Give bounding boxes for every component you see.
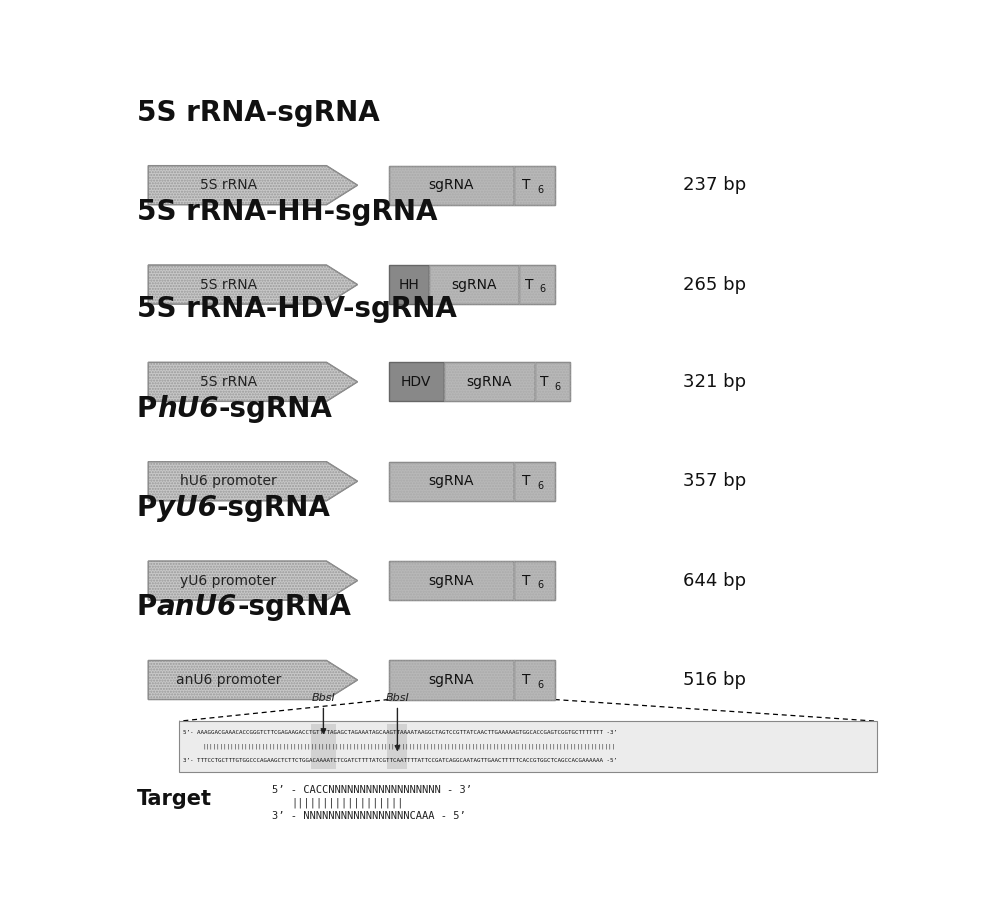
Text: T: T bbox=[525, 278, 533, 291]
Text: HH: HH bbox=[398, 278, 419, 291]
Text: 6: 6 bbox=[537, 481, 543, 491]
Text: 3’- TTTCCTGCTTTGTGGCCCAGAAGCTCTTCTGGACAAAATCTCGATCTTTTATCGTTCAATTTTATTCCGATCAGGC: 3’- TTTCCTGCTTTGTGGCCCAGAAGCTCTTCTGGACAA… bbox=[183, 758, 617, 763]
Text: sgRNA: sgRNA bbox=[466, 375, 512, 389]
Text: 237 bp: 237 bp bbox=[683, 176, 746, 195]
Bar bbox=[519, 265, 555, 304]
Bar bbox=[388, 561, 514, 600]
Text: ||||||||||||||||||: |||||||||||||||||| bbox=[292, 798, 404, 809]
Bar bbox=[388, 362, 444, 401]
Text: ||||||||||||||||||||||||||||||||||||||||||||||||||||||||||||||||||||||||||||||||: ||||||||||||||||||||||||||||||||||||||||… bbox=[202, 744, 616, 750]
Text: P: P bbox=[137, 494, 157, 522]
Text: -sgRNA: -sgRNA bbox=[237, 594, 351, 621]
Bar bbox=[429, 265, 519, 304]
Bar bbox=[388, 166, 514, 205]
Text: 5S rRNA-sgRNA: 5S rRNA-sgRNA bbox=[137, 99, 379, 126]
Bar bbox=[311, 724, 336, 770]
Text: 5S rRNA-HDV-sgRNA: 5S rRNA-HDV-sgRNA bbox=[137, 295, 456, 324]
Bar bbox=[535, 362, 570, 401]
Bar bbox=[535, 362, 570, 401]
Text: T: T bbox=[522, 178, 531, 192]
Text: 6: 6 bbox=[539, 284, 546, 294]
Bar bbox=[514, 561, 555, 600]
Bar bbox=[444, 362, 535, 401]
Text: BbsI: BbsI bbox=[312, 692, 335, 703]
Text: anU6 promoter: anU6 promoter bbox=[176, 673, 281, 687]
Text: 357 bp: 357 bp bbox=[683, 472, 746, 491]
Bar bbox=[388, 660, 514, 700]
Bar bbox=[179, 721, 877, 773]
Bar bbox=[514, 166, 555, 205]
Text: BbsI: BbsI bbox=[386, 692, 409, 703]
Bar bbox=[514, 660, 555, 700]
Text: sgRNA: sgRNA bbox=[429, 474, 474, 489]
Bar bbox=[429, 265, 519, 304]
Bar bbox=[388, 166, 514, 205]
Text: 265 bp: 265 bp bbox=[683, 276, 746, 293]
Text: T: T bbox=[522, 474, 531, 489]
Text: anU6: anU6 bbox=[157, 594, 237, 621]
Text: 321 bp: 321 bp bbox=[683, 372, 746, 391]
Text: 6: 6 bbox=[537, 680, 543, 690]
Bar bbox=[388, 462, 514, 501]
Text: 3’ - NNNNNNNNNNNNNNNNNCAAA - 5’: 3’ - NNNNNNNNNNNNNNNNNCAAA - 5’ bbox=[272, 810, 466, 821]
Text: HDV: HDV bbox=[401, 375, 431, 389]
Text: P: P bbox=[137, 594, 157, 621]
Text: T: T bbox=[540, 375, 548, 389]
Bar bbox=[388, 265, 429, 304]
Text: Target: Target bbox=[137, 789, 212, 810]
Text: 5’ - CACCNNNNNNNNNNNNNNNNNN - 3’: 5’ - CACCNNNNNNNNNNNNNNNNNN - 3’ bbox=[272, 786, 472, 795]
Bar bbox=[514, 166, 555, 205]
Bar bbox=[444, 362, 535, 401]
Bar bbox=[519, 265, 555, 304]
Bar bbox=[388, 660, 514, 700]
Text: yU6: yU6 bbox=[157, 494, 217, 522]
Text: sgRNA: sgRNA bbox=[451, 278, 497, 291]
Polygon shape bbox=[148, 462, 358, 501]
Text: T: T bbox=[522, 673, 531, 687]
Bar bbox=[514, 462, 555, 501]
Bar bbox=[388, 561, 514, 600]
Text: sgRNA: sgRNA bbox=[429, 573, 474, 587]
Text: 6: 6 bbox=[537, 185, 543, 195]
Text: 6: 6 bbox=[537, 580, 543, 590]
Text: 5S rRNA: 5S rRNA bbox=[200, 375, 257, 389]
Polygon shape bbox=[148, 166, 358, 205]
Text: 5S rRNA: 5S rRNA bbox=[200, 178, 257, 192]
Bar bbox=[387, 724, 407, 770]
Text: -sgRNA: -sgRNA bbox=[217, 494, 331, 522]
Text: hU6: hU6 bbox=[157, 395, 218, 422]
Text: 516 bp: 516 bp bbox=[683, 671, 746, 689]
Polygon shape bbox=[148, 362, 358, 401]
Text: 5’- AAAGGACGAAACACCGGGTCTTCGAGAAGACCTGTTTTAGAGCTAGAAATAGCAAGTTAAAATAAGGCTAGTCCGT: 5’- AAAGGACGAAACACCGGGTCTTCGAGAAGACCTGTT… bbox=[183, 730, 617, 736]
Text: 6: 6 bbox=[555, 382, 561, 392]
Polygon shape bbox=[148, 561, 358, 600]
Bar bbox=[514, 561, 555, 600]
Text: 5S rRNA: 5S rRNA bbox=[200, 278, 257, 291]
Text: yU6 promoter: yU6 promoter bbox=[180, 573, 277, 587]
Text: P: P bbox=[137, 395, 157, 422]
Text: T: T bbox=[522, 573, 531, 587]
Text: sgRNA: sgRNA bbox=[429, 178, 474, 192]
Text: hU6 promoter: hU6 promoter bbox=[180, 474, 277, 489]
Polygon shape bbox=[148, 265, 358, 304]
Bar bbox=[514, 660, 555, 700]
Text: 644 bp: 644 bp bbox=[683, 572, 746, 590]
Text: -sgRNA: -sgRNA bbox=[218, 395, 332, 422]
Text: sgRNA: sgRNA bbox=[429, 673, 474, 687]
Polygon shape bbox=[148, 660, 358, 700]
Text: 5S rRNA-HH-sgRNA: 5S rRNA-HH-sgRNA bbox=[137, 198, 437, 226]
Bar bbox=[388, 462, 514, 501]
Bar bbox=[514, 462, 555, 501]
